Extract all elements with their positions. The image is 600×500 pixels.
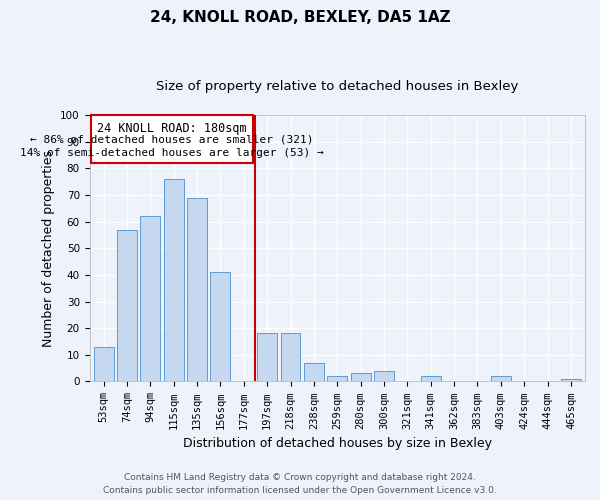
Bar xyxy=(328,376,347,382)
Bar xyxy=(561,379,581,382)
Bar xyxy=(281,334,301,382)
Bar xyxy=(187,198,207,382)
Text: 14% of semi-detached houses are larger (53) →: 14% of semi-detached houses are larger (… xyxy=(20,148,324,158)
Bar xyxy=(91,115,253,163)
Bar xyxy=(257,334,277,382)
Text: 24, KNOLL ROAD, BEXLEY, DA5 1AZ: 24, KNOLL ROAD, BEXLEY, DA5 1AZ xyxy=(149,10,451,25)
Text: 24 KNOLL ROAD: 180sqm: 24 KNOLL ROAD: 180sqm xyxy=(97,122,247,134)
Title: Size of property relative to detached houses in Bexley: Size of property relative to detached ho… xyxy=(156,80,518,93)
Y-axis label: Number of detached properties: Number of detached properties xyxy=(41,150,55,346)
Bar xyxy=(94,347,113,382)
Bar xyxy=(491,376,511,382)
Bar xyxy=(304,363,324,382)
Text: ← 86% of detached houses are smaller (321): ← 86% of detached houses are smaller (32… xyxy=(30,135,314,145)
Bar xyxy=(374,371,394,382)
X-axis label: Distribution of detached houses by size in Bexley: Distribution of detached houses by size … xyxy=(183,437,492,450)
Bar xyxy=(351,374,371,382)
Bar xyxy=(421,376,440,382)
Bar xyxy=(164,179,184,382)
Bar xyxy=(140,216,160,382)
Bar xyxy=(211,272,230,382)
Bar xyxy=(117,230,137,382)
Text: Contains HM Land Registry data © Crown copyright and database right 2024.
Contai: Contains HM Land Registry data © Crown c… xyxy=(103,473,497,495)
